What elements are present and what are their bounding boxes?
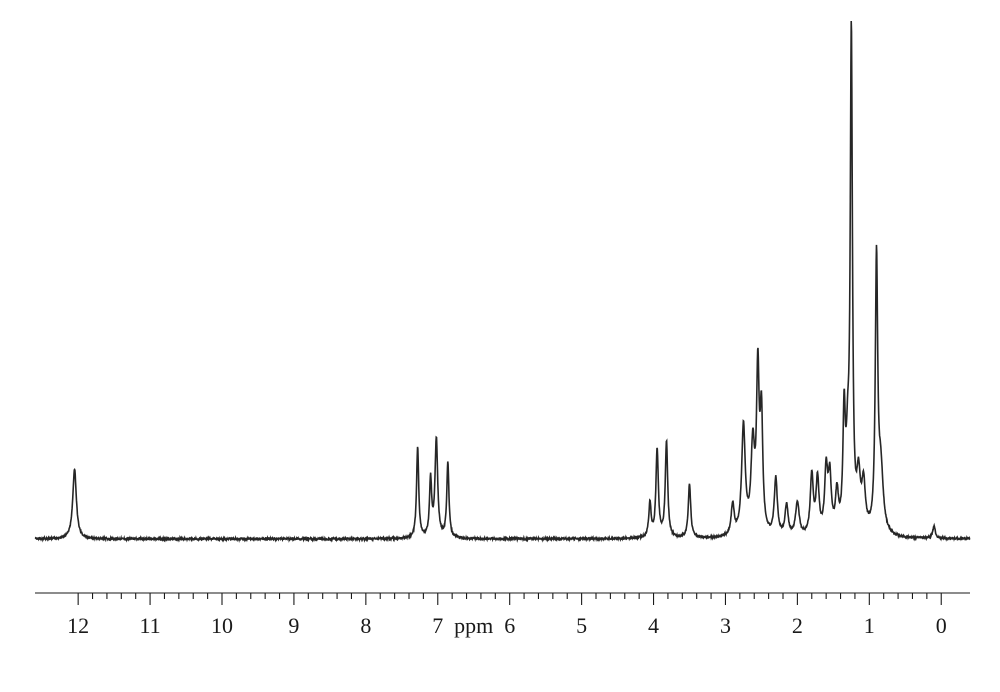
axis-tick-label: 12 [67,613,89,639]
axis-tick-label: 10 [211,613,233,639]
axis-tick-label: 4 [648,613,659,639]
axis-tick-label: 2 [792,613,803,639]
axis-tick-label: 6 [504,613,515,639]
axis-tick-label: 3 [720,613,731,639]
axis-tick-label: 0 [936,613,947,639]
axis-tick-label: 5 [576,613,587,639]
axis-tick-label: 9 [288,613,299,639]
axis-tick-label: 11 [139,613,160,639]
x-axis-title: ppm [454,613,493,639]
axis-tick-label: 1 [864,613,875,639]
axis-tick-label: 7 [432,613,443,639]
nmr-spectrum-figure: { "figure": { "width_px": 1000, "height_… [0,0,1000,692]
axis-tick-label: 8 [360,613,371,639]
x-axis [0,0,1000,692]
